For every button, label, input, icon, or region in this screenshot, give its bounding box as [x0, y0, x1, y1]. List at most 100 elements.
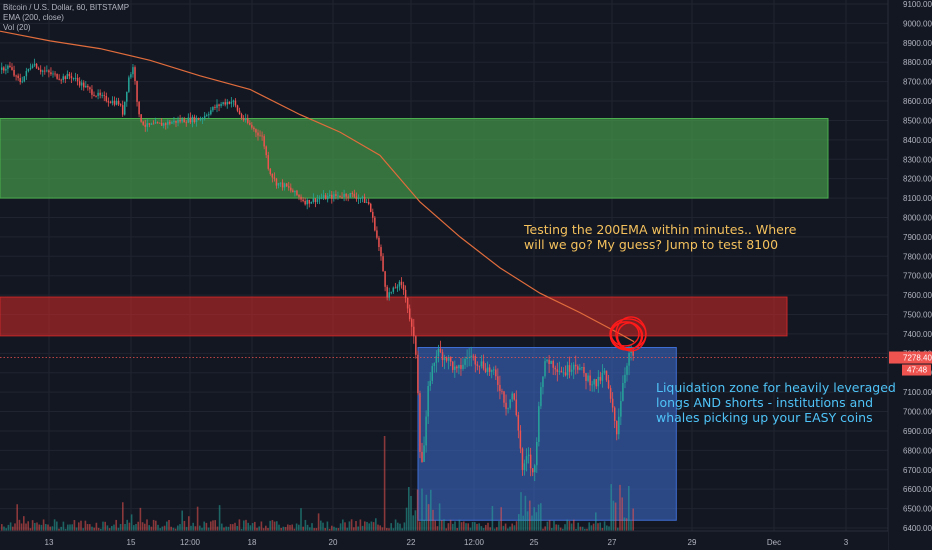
volume-bar — [350, 519, 353, 531]
ema-test-annotation: Testing the 200EMA within minutes.. Wher… — [524, 222, 797, 252]
volume-bar — [309, 527, 311, 531]
candle-body — [482, 361, 485, 369]
candle-body — [447, 357, 450, 361]
volume-bar — [564, 524, 566, 531]
candle-body — [236, 105, 239, 111]
candle-body — [355, 196, 358, 199]
volume-bar — [551, 527, 553, 531]
volume-bar — [25, 523, 27, 531]
candle-body — [58, 78, 60, 80]
volume-bar — [157, 524, 159, 531]
x-tick-label: 12:00 — [464, 538, 485, 547]
candle-body — [568, 365, 571, 372]
candle-body — [490, 370, 493, 372]
y-tick-label: 8300.00 — [903, 155, 932, 164]
candle-body — [56, 73, 58, 79]
volume-bar — [533, 507, 535, 531]
volume-bar — [95, 522, 98, 531]
candle-body — [419, 393, 421, 452]
candle-body — [193, 116, 196, 123]
volume-bar — [383, 436, 386, 531]
candle-body — [589, 375, 591, 386]
volume-bar — [575, 528, 577, 531]
volume-bar — [317, 513, 320, 531]
candle-body — [572, 364, 575, 370]
candle-body — [306, 199, 308, 205]
volume-bar — [392, 528, 395, 531]
volume-bar — [300, 508, 302, 531]
candle-body — [523, 463, 526, 471]
volume-bar — [500, 507, 502, 531]
candle-body — [263, 136, 265, 147]
x-tick-label: 29 — [688, 538, 697, 547]
volume-bar — [346, 527, 348, 531]
candle-body — [251, 124, 253, 128]
volume-bar — [280, 527, 282, 531]
candle-body — [33, 63, 36, 66]
volume-bar — [155, 520, 157, 531]
y-tick-label: 8500.00 — [903, 116, 932, 125]
candle-body — [296, 190, 298, 195]
candle-body — [257, 132, 259, 136]
volume-bar — [130, 514, 133, 531]
volume-bar — [432, 509, 434, 531]
candle-body — [273, 177, 276, 179]
green-zone-rect — [0, 118, 829, 199]
volume-bar — [320, 520, 322, 531]
volume-bar — [491, 505, 494, 531]
volume-bar — [625, 518, 628, 531]
candle-body — [413, 326, 415, 337]
y-tick-label: 8900.00 — [903, 39, 932, 48]
candle-body — [242, 118, 245, 120]
volume-bar — [458, 519, 461, 531]
candle-body — [269, 168, 272, 174]
volume-bar — [586, 528, 588, 531]
candle-body — [312, 198, 315, 202]
candle-body — [83, 82, 85, 88]
candle-body — [140, 114, 142, 122]
volume-bar — [452, 523, 454, 531]
candle-body — [220, 103, 222, 106]
legend-volume: Vol (20) — [3, 23, 31, 32]
candle-body — [167, 121, 169, 125]
candle-body — [439, 348, 442, 353]
volume-bar — [454, 521, 456, 531]
volume-bar — [566, 519, 568, 531]
candle-body — [115, 100, 118, 105]
candle-body — [9, 65, 11, 68]
candle-body — [458, 365, 460, 369]
volume-bar — [205, 522, 208, 531]
candle-body — [31, 65, 34, 68]
volume-bar — [515, 521, 518, 531]
y-tick-label: 6400.00 — [903, 524, 932, 533]
volume-bar — [40, 524, 43, 531]
volume-bar — [632, 508, 634, 531]
volume-bar — [181, 510, 183, 531]
candle-body — [558, 370, 561, 372]
candle-body — [181, 119, 183, 122]
candle-body — [70, 76, 73, 79]
volume-bar — [170, 526, 172, 531]
candle-body — [470, 355, 472, 358]
y-tick-label: 7800.00 — [903, 252, 932, 261]
candle-body — [39, 69, 42, 72]
candle-body — [445, 357, 448, 361]
volume-bar — [372, 522, 375, 531]
volume-bar — [262, 528, 265, 531]
volume-bar — [45, 524, 47, 531]
candle-body — [400, 281, 403, 285]
candle-body — [443, 357, 446, 361]
volume-bar — [278, 524, 280, 531]
x-tick-label: 25 — [530, 538, 539, 547]
candle-body — [324, 195, 327, 200]
candle-body — [37, 68, 40, 70]
candle-body — [259, 135, 261, 137]
candle-body — [99, 92, 101, 96]
volume-bar — [463, 521, 465, 531]
volume-bar — [256, 527, 258, 531]
candle-body — [429, 380, 431, 387]
volume-bar — [113, 524, 115, 531]
candle-body — [603, 370, 606, 373]
volume-bar — [42, 519, 45, 531]
